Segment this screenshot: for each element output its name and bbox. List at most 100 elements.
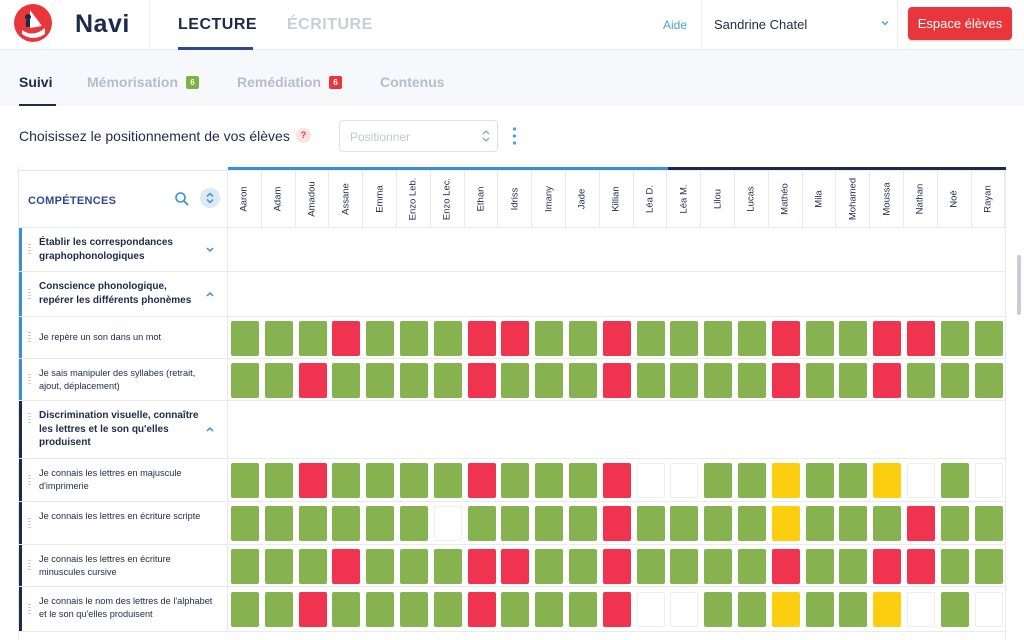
evaluation-cell[interactable] [738,506,766,541]
evaluation-cell[interactable] [940,549,969,584]
evaluation-cell[interactable] [805,549,834,584]
student-column-header[interactable]: Imany [532,170,566,228]
evaluation-cell[interactable] [569,363,597,398]
evaluation-cell[interactable] [974,321,1003,356]
evaluation-cell[interactable] [332,592,361,627]
evaluation-cell[interactable] [433,363,462,398]
evaluation-cell[interactable] [231,321,259,356]
evaluation-cell[interactable] [704,463,733,498]
evaluation-cell[interactable] [433,321,462,356]
evaluation-cell[interactable] [636,321,665,356]
evaluation-cell[interactable] [400,592,428,627]
evaluation-cell[interactable] [602,363,631,398]
evaluation-cell[interactable] [231,506,259,541]
competence-category-row[interactable]: Établir les correspondances graphophonol… [19,228,228,272]
evaluation-cell[interactable] [636,463,665,498]
evaluation-cell[interactable] [231,463,259,498]
chevron-down-icon[interactable] [205,245,215,253]
student-column-header[interactable]: Noé [937,170,972,228]
evaluation-cell[interactable] [467,549,496,584]
evaluation-cell[interactable] [264,592,293,627]
evaluation-cell[interactable] [907,549,935,584]
student-column-header[interactable]: Amadou [295,170,330,228]
evaluation-cell[interactable] [535,549,564,584]
student-column-header[interactable]: Mathéo [768,170,803,228]
evaluation-cell[interactable] [974,592,1003,627]
evaluation-cell[interactable] [704,592,733,627]
evaluation-cell[interactable] [839,321,868,356]
chevron-up-icon[interactable] [205,290,215,298]
search-icon[interactable] [174,191,190,207]
evaluation-cell[interactable] [805,592,834,627]
evaluation-cell[interactable] [974,549,1003,584]
student-column-header[interactable]: Mohamed [836,170,871,228]
evaluation-cell[interactable] [771,321,800,356]
evaluation-cell[interactable] [569,463,597,498]
evaluation-cell[interactable] [535,463,564,498]
evaluation-cell[interactable] [332,363,361,398]
positioning-select[interactable]: Positionner [339,120,498,152]
evaluation-cell[interactable] [940,506,969,541]
competence-item-row[interactable]: Je sais manipuler des syllabes (retrait,… [19,359,228,401]
evaluation-cell[interactable] [501,592,530,627]
student-column-header[interactable]: Adam [261,170,296,228]
more-options-icon[interactable] [512,126,517,146]
evaluation-cell[interactable] [400,549,428,584]
drag-handle-icon[interactable] [28,374,31,386]
evaluation-cell[interactable] [974,506,1003,541]
evaluation-cell[interactable] [569,549,597,584]
evaluation-cell[interactable] [332,321,361,356]
evaluation-cell[interactable] [907,463,935,498]
evaluation-cell[interactable] [501,506,530,541]
student-column-header[interactable]: Mila [802,170,837,228]
evaluation-cell[interactable] [467,592,496,627]
evaluation-cell[interactable] [602,549,631,584]
help-link[interactable]: Aide [663,18,688,32]
student-column-header[interactable]: Nathan [904,170,938,228]
evaluation-cell[interactable] [400,363,428,398]
evaluation-cell[interactable] [907,321,935,356]
evaluation-cell[interactable] [805,321,834,356]
student-column-header[interactable]: Emma [363,170,397,228]
evaluation-cell[interactable] [366,463,395,498]
evaluation-cell[interactable] [839,549,868,584]
evaluation-cell[interactable] [298,463,327,498]
evaluation-cell[interactable] [433,592,462,627]
logo-area[interactable]: Navi [0,0,150,50]
evaluation-cell[interactable] [873,549,902,584]
evaluation-cell[interactable] [839,363,868,398]
drag-handle-icon[interactable] [28,332,31,344]
evaluation-cell[interactable] [400,321,428,356]
evaluation-cell[interactable] [738,363,766,398]
evaluation-cell[interactable] [433,549,462,584]
evaluation-cell[interactable] [602,506,631,541]
evaluation-cell[interactable] [231,592,259,627]
evaluation-cell[interactable] [805,363,834,398]
evaluation-cell[interactable] [366,592,395,627]
evaluation-cell[interactable] [535,321,564,356]
chevron-up-icon[interactable] [205,425,215,433]
evaluation-cell[interactable] [332,549,361,584]
evaluation-cell[interactable] [907,506,935,541]
tab-contenus[interactable]: Contenus [380,74,445,90]
evaluation-cell[interactable] [467,363,496,398]
evaluation-cell[interactable] [264,321,293,356]
evaluation-cell[interactable] [298,321,327,356]
competence-item-row[interactable]: Je repère un son dans un mot [19,317,228,359]
student-column-header[interactable]: Aaron [228,170,262,228]
student-column-header[interactable]: Lucas [735,170,769,228]
evaluation-cell[interactable] [839,463,868,498]
evaluation-cell[interactable] [873,363,902,398]
evaluation-cell[interactable] [636,592,665,627]
student-column-header[interactable]: Lilou [701,170,735,228]
evaluation-cell[interactable] [535,506,564,541]
evaluation-cell[interactable] [366,549,395,584]
evaluation-cell[interactable] [974,363,1003,398]
student-column-header[interactable]: Léa D. [633,170,668,228]
evaluation-cell[interactable] [467,506,496,541]
evaluation-cell[interactable] [771,592,800,627]
evaluation-cell[interactable] [535,363,564,398]
evaluation-cell[interactable] [569,321,597,356]
drag-handle-icon[interactable] [28,413,31,425]
competence-item-row[interactable]: Je connais les lettres en majuscule d'im… [19,459,228,502]
